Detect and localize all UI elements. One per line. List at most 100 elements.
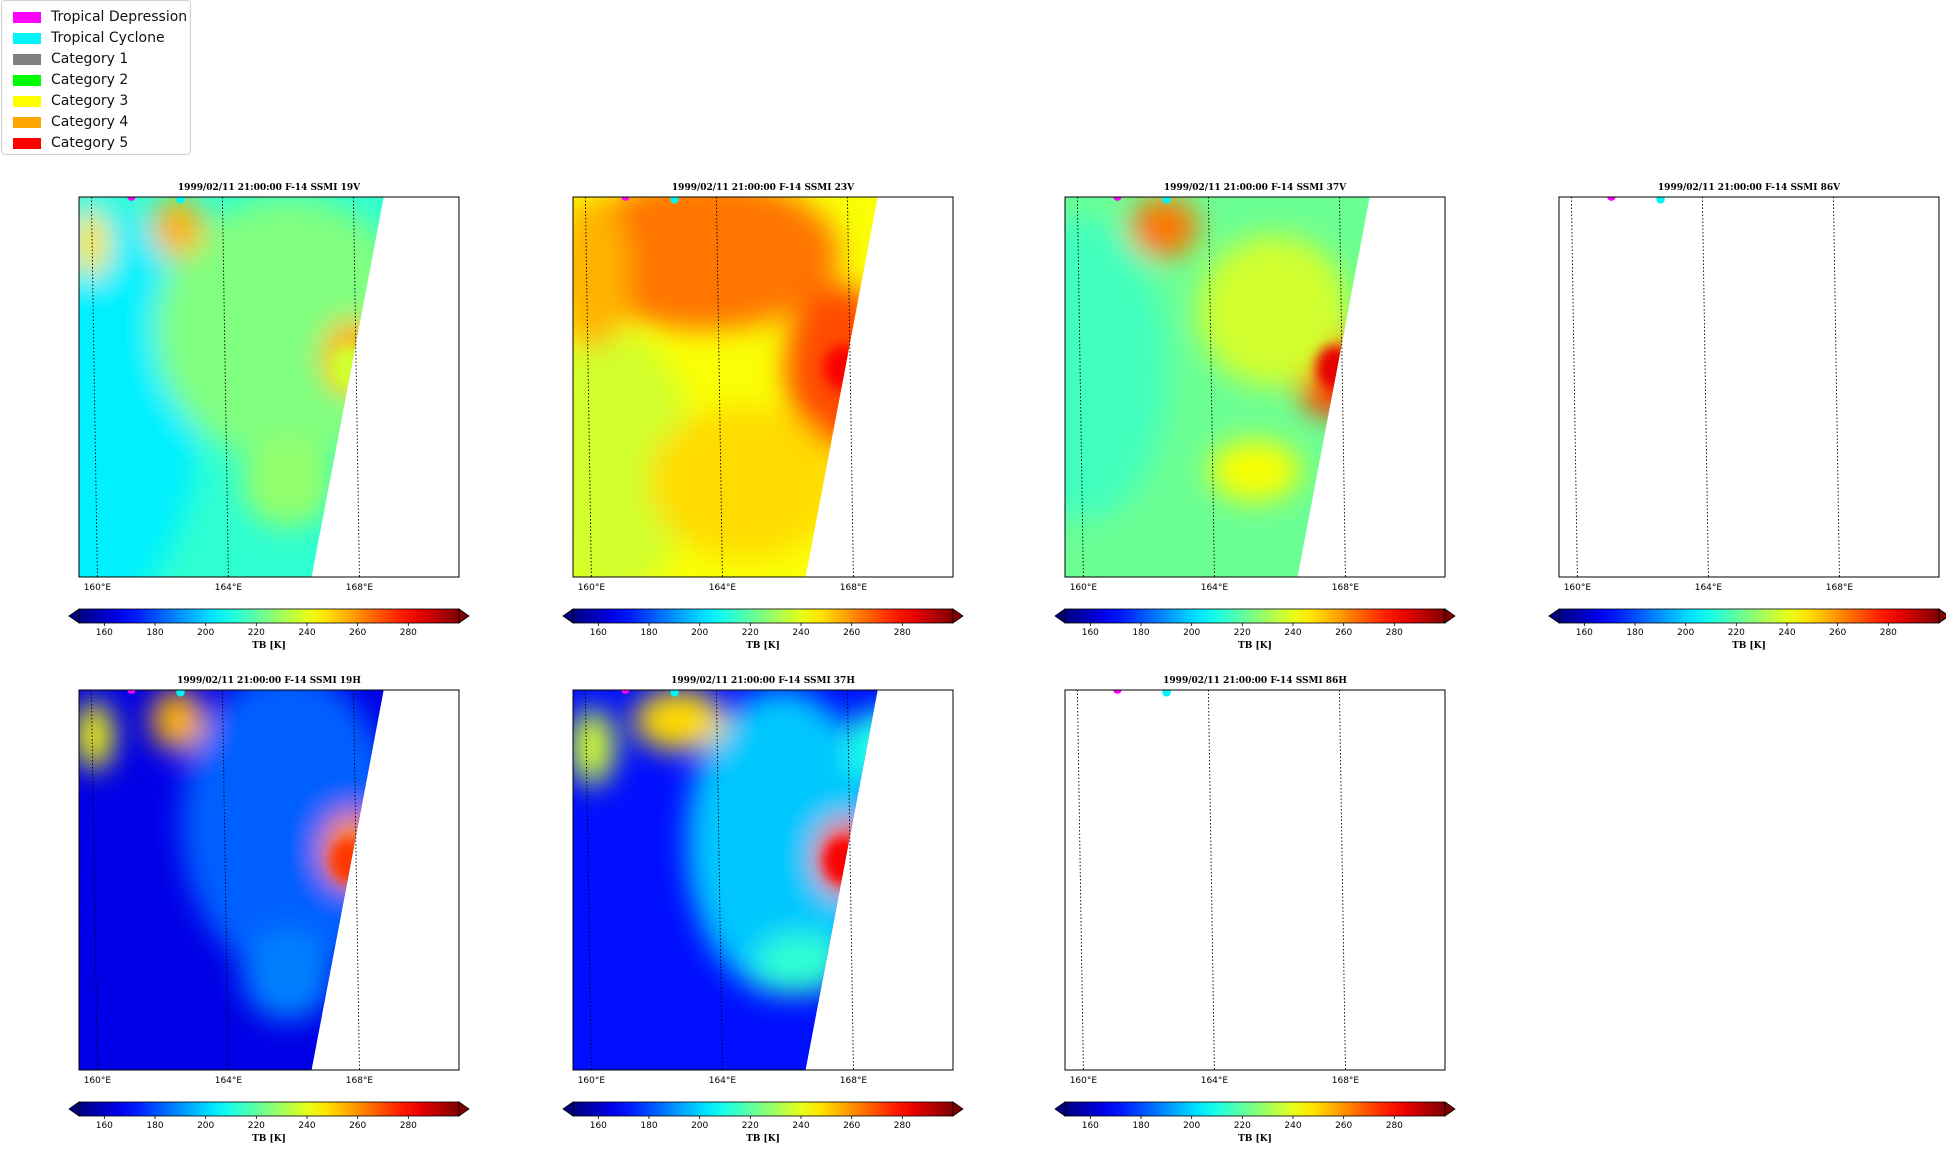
colorbar-gradient bbox=[1064, 1101, 1446, 1117]
colorbar-tick-label: 280 bbox=[894, 628, 911, 638]
lon-gridline bbox=[715, 196, 723, 578]
colorbar: 160 180 200 220 240 260 280 TB [K] bbox=[1054, 1101, 1456, 1144]
legend-label: Category 4 bbox=[51, 114, 129, 130]
map-frame bbox=[1558, 196, 1940, 578]
colorbar-extend-min bbox=[562, 608, 574, 624]
storm-track bbox=[1607, 197, 1665, 204]
lon-gridline bbox=[90, 689, 98, 1071]
panel-title: 1999/02/11 21:00:00 F-14 SSMI 37H bbox=[671, 676, 855, 686]
colorbar-tick-label: 280 bbox=[400, 628, 417, 638]
colorbar-tick-label: 280 bbox=[400, 1121, 417, 1131]
legend-item: Tropical Depression bbox=[13, 9, 187, 25]
track-point-td bbox=[621, 690, 630, 694]
colorbar-tick-label: 240 bbox=[792, 1121, 809, 1131]
x-tick-label: 168°E bbox=[840, 1076, 868, 1086]
tb-feature bbox=[79, 197, 201, 577]
colorbar-tick-label: 260 bbox=[349, 628, 366, 638]
map-frame bbox=[78, 689, 460, 1071]
legend: Tropical Depression Tropical Cyclone Categ… bbox=[1, 0, 191, 155]
colorbar-label: TB [K] bbox=[252, 1134, 286, 1144]
storm-track bbox=[615, 188, 679, 204]
legend-swatch bbox=[13, 137, 41, 149]
colorbar-gradient bbox=[78, 1101, 460, 1117]
track-point-td bbox=[1107, 188, 1115, 196]
tb-feature bbox=[573, 197, 839, 330]
colorbar-tick-label: 220 bbox=[1234, 628, 1251, 638]
legend-item: Category 3 bbox=[13, 93, 128, 109]
colorbar-label: TB [K] bbox=[1732, 641, 1766, 651]
colorbar-label: TB [K] bbox=[746, 641, 780, 651]
track-point-tc bbox=[670, 197, 679, 204]
colorbar-tick-label: 220 bbox=[1234, 1121, 1251, 1131]
track-point-td bbox=[1101, 183, 1109, 191]
panel-title: 1999/02/11 21:00:00 F-14 SSMI 86V bbox=[1658, 183, 1841, 193]
lon-gridline bbox=[1570, 196, 1578, 578]
storm-track bbox=[127, 690, 185, 697]
map-frame bbox=[572, 196, 954, 578]
track-point-tc bbox=[1656, 197, 1665, 204]
colorbar-gradient bbox=[572, 608, 954, 624]
track-point-td bbox=[615, 188, 623, 196]
x-tick-label: 164°E bbox=[1695, 583, 1723, 593]
lon-gridline bbox=[221, 196, 229, 578]
legend-swatch bbox=[13, 32, 41, 44]
colorbar-extend-min bbox=[68, 608, 80, 624]
x-tick-label: 164°E bbox=[1201, 583, 1229, 593]
colorbar-extend-max bbox=[1444, 1101, 1456, 1117]
colorbar-label: TB [K] bbox=[1238, 1134, 1272, 1144]
map-area: 12°S14°S16°S18°S20°S160°E164°E168°E16018… bbox=[52, 375, 470, 1144]
colorbar-tick-label: 180 bbox=[1132, 1121, 1149, 1131]
colorbar-extend-max bbox=[458, 608, 470, 624]
x-tick-label: 160°E bbox=[578, 1076, 606, 1086]
map-panel-86h: 1999/02/11 21:00:00 F-14 SSMI 86H12°S14°… bbox=[1005, 375, 1465, 1174]
tb-feature bbox=[573, 197, 630, 349]
legend-swatch bbox=[13, 11, 41, 23]
colorbar-tick-label: 280 bbox=[1386, 1121, 1403, 1131]
legend-swatch bbox=[13, 95, 41, 107]
panel-title: 1999/02/11 21:00:00 F-14 SSMI 86H bbox=[1163, 676, 1347, 686]
colorbar-tick-label: 160 bbox=[590, 1121, 607, 1131]
tb-feature bbox=[181, 690, 384, 975]
colorbar-tick-label: 240 bbox=[1778, 628, 1795, 638]
colorbar-tick-label: 200 bbox=[691, 628, 708, 638]
x-tick-label: 168°E bbox=[840, 583, 868, 593]
tb-feature bbox=[1065, 216, 1168, 520]
storm-track bbox=[609, 676, 679, 697]
tb-swath bbox=[1065, 197, 1370, 577]
colorbar-tick-label: 200 bbox=[691, 1121, 708, 1131]
x-tick-label: 160°E bbox=[84, 583, 112, 593]
colorbar-tick-label: 160 bbox=[590, 628, 607, 638]
x-tick-label: 168°E bbox=[1332, 583, 1360, 593]
legend-item: Tropical Cyclone bbox=[13, 30, 165, 46]
colorbar-label: TB [K] bbox=[746, 1134, 780, 1144]
track-point-tc bbox=[176, 197, 185, 204]
lon-gridline bbox=[846, 196, 854, 578]
legend-item: Category 1 bbox=[13, 51, 128, 67]
legend-label: Tropical Cyclone bbox=[51, 30, 165, 46]
map-area: 12°S14°S16°S18°S20°S160°E164°E168°E16018… bbox=[52, 23, 470, 651]
panel-title: 1999/02/11 21:00:00 F-14 SSMI 23V bbox=[672, 183, 855, 193]
colorbar-tick-label: 260 bbox=[1829, 628, 1846, 638]
lon-gridline bbox=[1701, 196, 1709, 578]
colorbar-tick-label: 220 bbox=[742, 1121, 759, 1131]
map-area: 12°S14°S16°S18°S20°S160°E164°E168°E16018… bbox=[546, 23, 964, 651]
colorbar-label: TB [K] bbox=[1238, 641, 1272, 651]
x-tick-label: 168°E bbox=[1332, 1076, 1360, 1086]
legend-label: Category 1 bbox=[51, 51, 129, 67]
track-point-td bbox=[127, 197, 136, 201]
colorbar-tick-label: 220 bbox=[248, 628, 265, 638]
x-tick-label: 168°E bbox=[346, 1076, 374, 1086]
colorbar-tick-label: 220 bbox=[742, 628, 759, 638]
map-panel-19h: 1999/02/11 21:00:00 F-14 SSMI 19H12°S14°… bbox=[19, 375, 479, 1174]
lon-gridline bbox=[584, 689, 592, 1071]
colorbar-tick-label: 280 bbox=[1880, 628, 1897, 638]
colorbar-extend-min bbox=[1054, 1101, 1066, 1117]
track-point-td bbox=[609, 676, 617, 684]
track-point-tc bbox=[1162, 197, 1171, 204]
colorbar-tick-label: 160 bbox=[96, 1121, 113, 1131]
tb-swath bbox=[573, 197, 878, 577]
colorbar-tick-label: 240 bbox=[298, 1121, 315, 1131]
colorbar-extend-max bbox=[952, 608, 964, 624]
tb-feature bbox=[573, 330, 695, 577]
track-point-td bbox=[121, 188, 129, 196]
